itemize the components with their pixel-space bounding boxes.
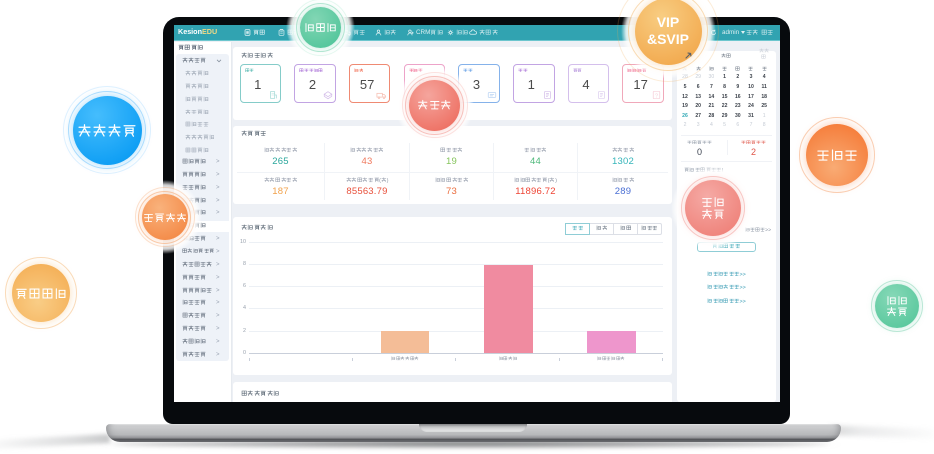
svg-text:?: ? [655,93,658,99]
